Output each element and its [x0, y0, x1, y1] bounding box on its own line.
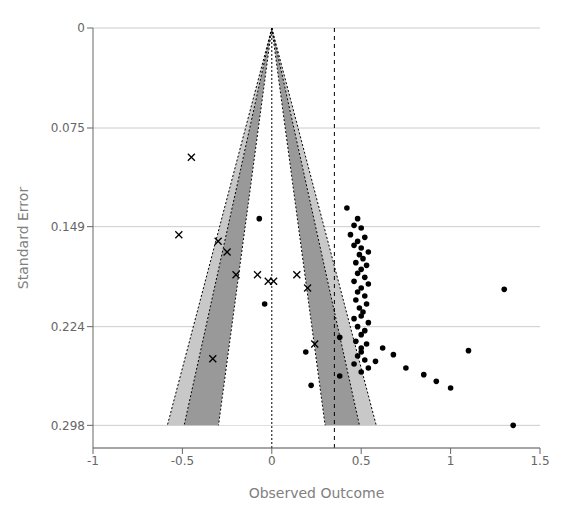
svg-text:0.298: 0.298 [51, 419, 85, 433]
svg-text:0: 0 [268, 454, 276, 468]
svg-text:Observed Outcome: Observed Outcome [249, 485, 385, 501]
svg-text:-0.5: -0.5 [171, 454, 194, 468]
svg-text:1.5: 1.5 [530, 454, 549, 468]
svg-text:0.075: 0.075 [51, 121, 85, 135]
svg-text:1: 1 [447, 454, 455, 468]
svg-text:0.224: 0.224 [51, 320, 85, 334]
svg-text:Standard Error: Standard Error [15, 187, 31, 290]
svg-text:0: 0 [77, 21, 85, 35]
svg-text:0.5: 0.5 [352, 454, 371, 468]
svg-text:-1: -1 [87, 454, 99, 468]
svg-text:0.149: 0.149 [51, 220, 85, 234]
